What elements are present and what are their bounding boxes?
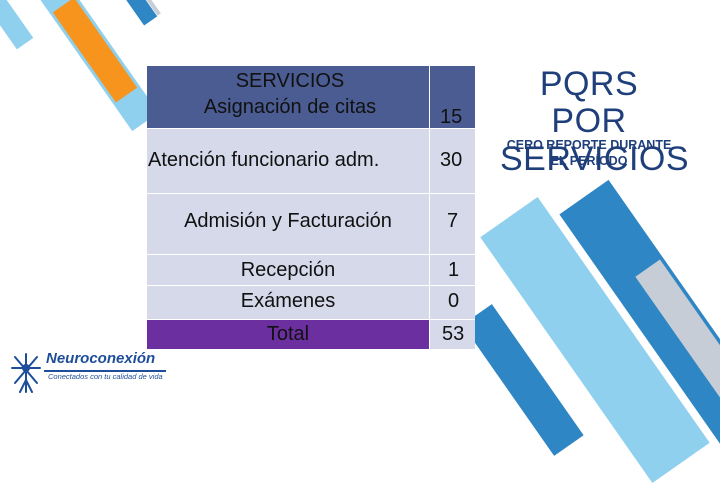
table-row-label: Admisión y Facturación bbox=[184, 210, 392, 232]
table-header-line2: Asignación de citas bbox=[203, 96, 377, 118]
table-header-label: SERVICIOS Asignación de citas bbox=[160, 70, 420, 119]
table-row-value: 7 bbox=[447, 210, 459, 232]
table-column-divider bbox=[429, 66, 430, 349]
table-total-label: Total bbox=[266, 323, 310, 345]
neuron-logo-icon bbox=[11, 353, 41, 393]
table-row-label: Exámenes bbox=[240, 290, 336, 312]
table-header-line1: SERVICIOS bbox=[235, 70, 345, 92]
table-header-value: 15 bbox=[440, 106, 463, 128]
table-divider bbox=[147, 193, 475, 194]
decor-stripe-light-blue-left bbox=[0, 0, 34, 50]
table-total-band bbox=[147, 319, 429, 349]
decor-stripe-blue-top bbox=[86, 0, 158, 26]
table-divider bbox=[147, 254, 475, 255]
table-divider bbox=[147, 319, 475, 320]
table-row-value: 30 bbox=[440, 149, 463, 171]
table-row-value: 0 bbox=[448, 290, 460, 312]
logo-underline bbox=[44, 370, 166, 372]
table-row-label: Recepción bbox=[240, 259, 336, 281]
side-title: PQRS POR SERVICIOS bbox=[500, 65, 690, 178]
table-row-value: 1 bbox=[448, 259, 460, 281]
services-table bbox=[147, 66, 475, 349]
table-divider bbox=[147, 285, 475, 286]
table-total-value: 53 bbox=[442, 323, 465, 345]
neuroconexion-logo: Neuroconexión Conectados con tu calidad … bbox=[8, 350, 178, 396]
table-row-label: Atención funcionario adm. bbox=[148, 149, 380, 171]
logo-tagline: Conectados con tu calidad de vida bbox=[48, 372, 163, 381]
table-header-band bbox=[147, 66, 475, 128]
logo-name: Neuroconexión bbox=[46, 350, 156, 367]
side-note: CERO REPORTE DURANTE EL PERÍODO bbox=[506, 138, 672, 168]
table-divider bbox=[147, 128, 475, 129]
decor-stripe-orange-top bbox=[52, 0, 138, 103]
